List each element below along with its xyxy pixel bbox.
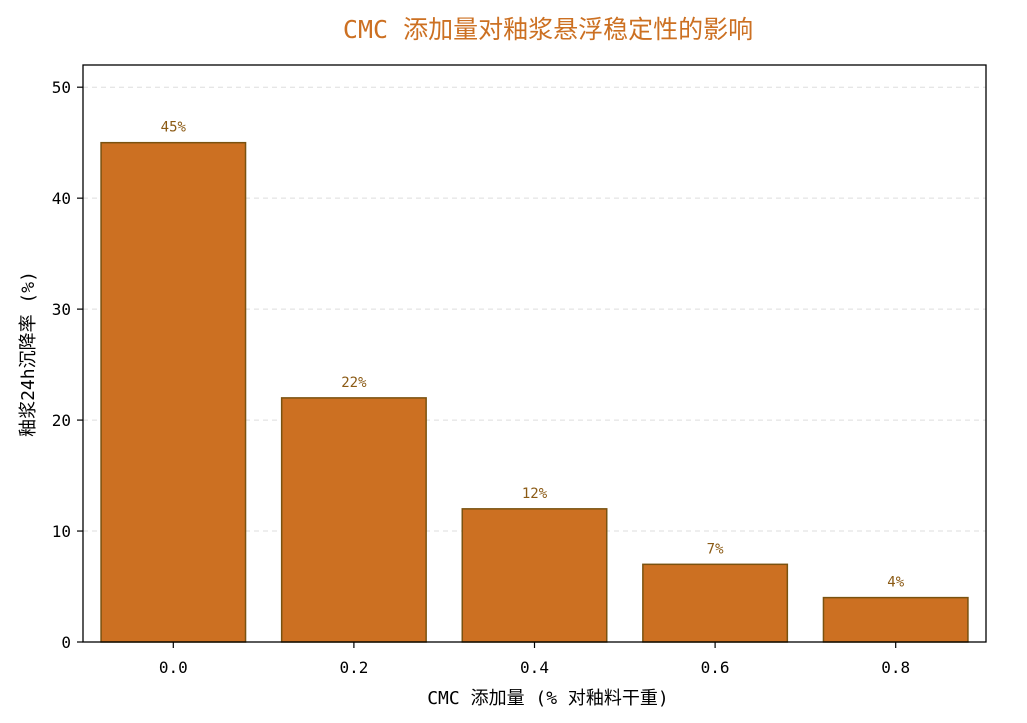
x-axis-ticks: 0.0 0.2 0.4 0.6 0.8: [159, 642, 910, 677]
y-tick-label: 10: [52, 522, 71, 541]
y-tick-label: 50: [52, 78, 71, 97]
y-axis-ticks: 0 10 20 30 40 50: [52, 78, 83, 652]
bar-0.0: [100, 141, 247, 643]
y-tick-label: 20: [52, 411, 71, 430]
bar-value-label: 22%: [341, 375, 367, 391]
bar-value-label: 45%: [161, 120, 187, 136]
x-tick-label: 0.0: [159, 658, 188, 677]
x-tick-label: 0.8: [881, 658, 910, 677]
x-tick-label: 0.6: [701, 658, 730, 677]
x-tick-label: 0.4: [520, 658, 549, 677]
x-axis-label: CMC 添加量 (% 对釉料干重): [427, 688, 669, 709]
bar-value-label: 4%: [887, 575, 904, 591]
y-tick-label: 40: [52, 189, 71, 208]
y-tick-label: 30: [52, 300, 71, 319]
bar-0.4: [461, 508, 608, 643]
y-axis-label: 釉浆24h沉降率 (%): [18, 271, 39, 437]
bar-value-label: 7%: [707, 541, 724, 557]
bar-0.2: [280, 397, 427, 643]
y-tick-label: 0: [61, 633, 71, 652]
data-label-layer: 45% 22% 12% 7% 4%: [161, 120, 905, 591]
bar-value-label: 12%: [522, 486, 548, 502]
chart-title: CMC 添加量对釉浆悬浮稳定性的影响: [343, 15, 753, 44]
bar-layer: [100, 141, 969, 643]
bar-0.8: [822, 596, 969, 643]
bar-0.6: [642, 563, 789, 643]
x-tick-label: 0.2: [339, 658, 368, 677]
